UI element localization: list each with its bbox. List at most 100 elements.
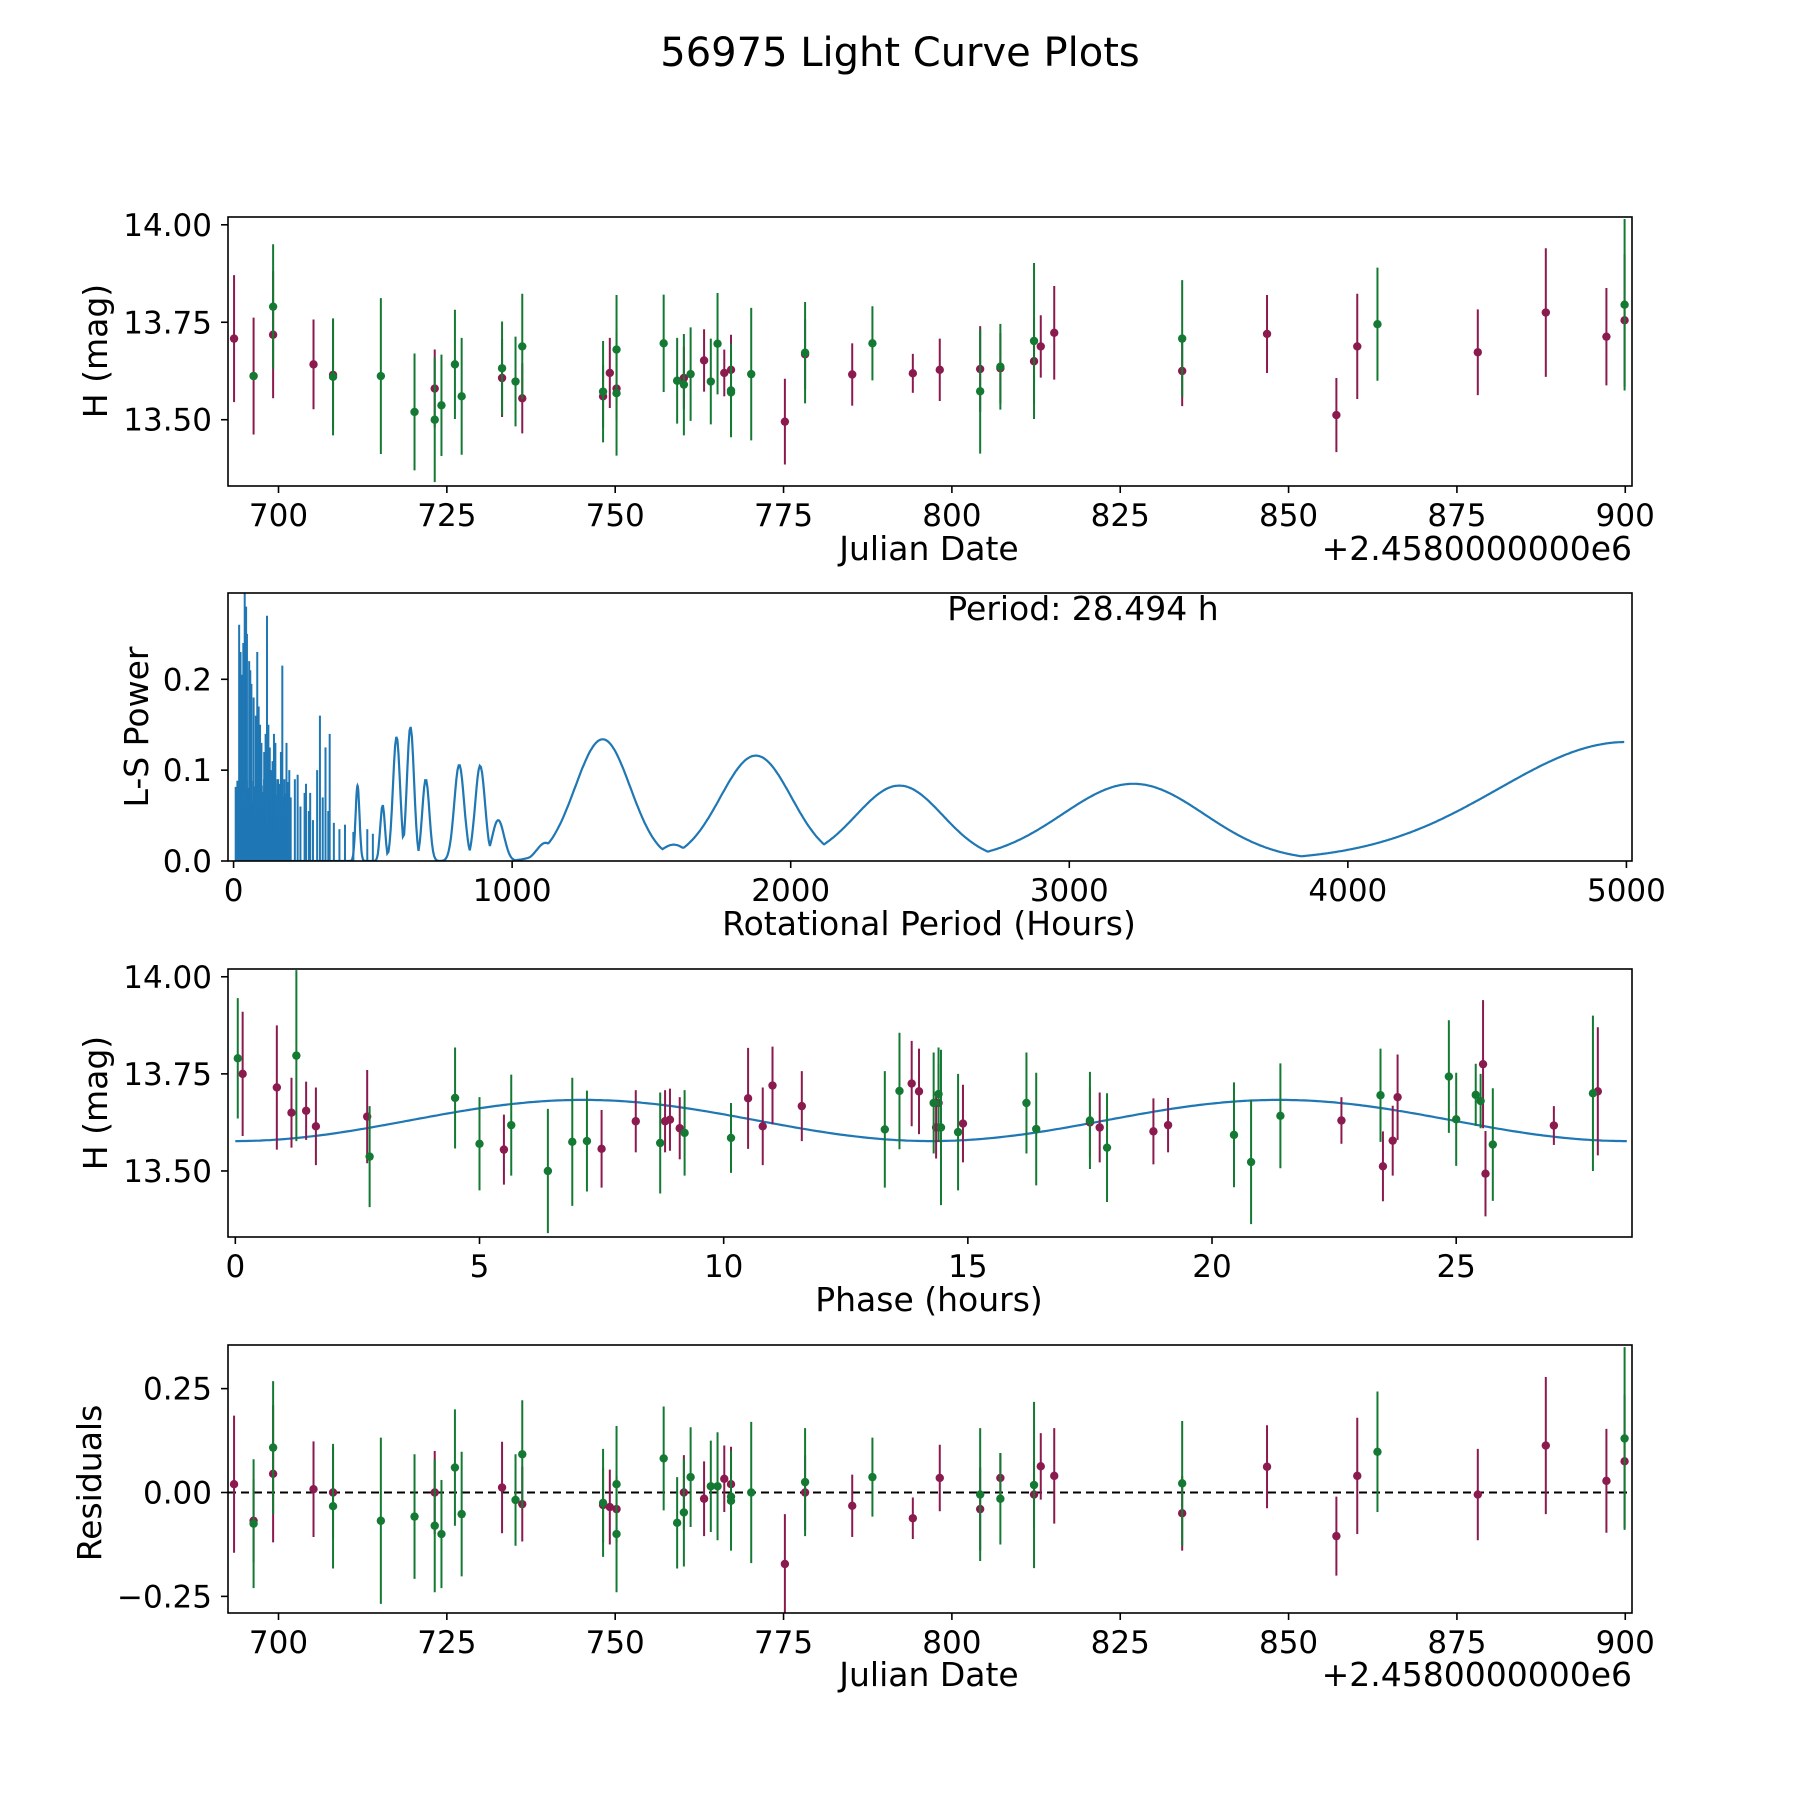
data-point: [929, 1098, 938, 1108]
data-point: [1177, 1479, 1187, 1488]
data-point: [655, 1138, 665, 1148]
data-point: [1246, 1157, 1256, 1167]
periodogram-ticks: 0 1000 2000 3000 4000 5000 0.0 0.1 0.2: [163, 662, 1666, 909]
data-point: [1488, 1140, 1498, 1149]
data-point: [229, 1479, 239, 1489]
x-tick-label: 10: [704, 1249, 743, 1285]
y-tick-label: 14.00: [123, 208, 212, 244]
periodogram-xlabel: Rotational Period (Hours): [722, 904, 1136, 943]
data-point: [499, 1145, 509, 1154]
phased-frame: [227, 968, 1633, 1238]
data-point: [598, 1498, 608, 1508]
data-point: [497, 1483, 507, 1492]
x-tick-label: 875: [1427, 498, 1486, 534]
data-point: [507, 1120, 516, 1130]
data-point: [975, 1490, 985, 1499]
data-point: [1332, 1531, 1341, 1541]
data-point: [457, 392, 466, 401]
data-point: [706, 1482, 716, 1491]
data-point: [1471, 1090, 1480, 1100]
data-point: [743, 1094, 753, 1103]
y-tick-label: 0.00: [143, 1476, 212, 1512]
lightcurve-offset-text: +2.4580000000e6: [1322, 529, 1632, 568]
data-point: [679, 1508, 689, 1517]
data-point: [497, 364, 507, 373]
fit-curve: [235, 1098, 1627, 1143]
data-point: [1376, 1091, 1385, 1100]
data-point: [1029, 1480, 1039, 1490]
x-tick-label: 775: [754, 498, 813, 534]
x-tick-label: 15: [948, 1249, 987, 1285]
data-point: [936, 1123, 946, 1132]
data-point: [1149, 1127, 1158, 1136]
data-point: [272, 1083, 282, 1092]
data-point: [268, 1443, 278, 1452]
data-point: [249, 371, 258, 381]
y-tick-label: −0.25: [117, 1579, 212, 1615]
y-tick-label: 0.0: [163, 844, 212, 880]
data-point: [1229, 1130, 1239, 1140]
data-point: [659, 1454, 668, 1463]
data-point: [720, 368, 729, 378]
y-tick-label: 0.1: [163, 753, 212, 789]
data-point: [437, 1529, 446, 1539]
x-tick-label: 1000: [473, 873, 552, 909]
data-point: [747, 369, 756, 379]
data-point: [1620, 1434, 1629, 1443]
data-point: [1095, 1123, 1104, 1132]
data-point: [672, 376, 682, 385]
residuals-offset-text: +2.4580000000e6: [1322, 1655, 1632, 1694]
residuals-ylabel: Residuals: [70, 1405, 109, 1562]
data-point: [309, 360, 318, 369]
data-point: [1388, 1136, 1397, 1145]
data-point: [726, 388, 736, 397]
data-point: [568, 1137, 577, 1147]
data-point: [631, 1117, 640, 1126]
data-point: [238, 1069, 247, 1079]
data-point: [475, 1139, 484, 1148]
data-point: [249, 1519, 258, 1528]
x-tick-label: 2000: [751, 873, 830, 909]
x-tick-label: 5: [470, 1249, 490, 1285]
data-point: [868, 1472, 877, 1482]
data-point: [450, 1463, 460, 1472]
data-point: [1478, 1059, 1488, 1069]
data-point: [328, 1502, 338, 1511]
lightcurve-panel: 700 725 750 775 800 825 850 875 900 13.50 13.75 14.…: [76, 208, 1655, 568]
lightcurve-ticks: 700 725 750 775 800 825 850 875 900 13.50 13.75 14.…: [123, 208, 1655, 534]
data-point: [1602, 1476, 1611, 1486]
x-tick-label: 825: [1091, 498, 1150, 534]
data-point: [287, 1108, 296, 1117]
data-point: [1102, 1143, 1112, 1152]
data-point: [1602, 332, 1611, 341]
data-point: [376, 1516, 386, 1525]
data-point: [914, 1087, 924, 1096]
periodogram-ylabel: L-S Power: [117, 646, 156, 807]
x-tick-label: 725: [417, 1625, 476, 1661]
data-point: [1332, 410, 1341, 420]
data-point: [437, 401, 446, 410]
data-point: [301, 1106, 311, 1115]
data-point: [1353, 342, 1362, 351]
data-point: [1476, 1096, 1485, 1106]
data-point: [1373, 320, 1382, 329]
data-point: [1032, 1124, 1041, 1134]
x-tick-label: 0: [225, 1249, 245, 1285]
data-point: [797, 1101, 807, 1111]
data-point: [511, 1495, 520, 1505]
phased-ticks: 0 5 10 15 20 25 13.50 13.75 14.00: [123, 960, 1476, 1285]
data-point: [706, 377, 716, 386]
data-point: [518, 342, 527, 351]
data-point: [1022, 1098, 1031, 1108]
data-point: [1620, 300, 1629, 309]
data-point: [895, 1086, 904, 1096]
data-point: [365, 1152, 374, 1161]
data-point: [975, 387, 985, 396]
data-point: [848, 1501, 857, 1511]
data-point: [713, 1482, 722, 1491]
data-point: [410, 407, 419, 417]
data-point: [935, 1473, 944, 1483]
